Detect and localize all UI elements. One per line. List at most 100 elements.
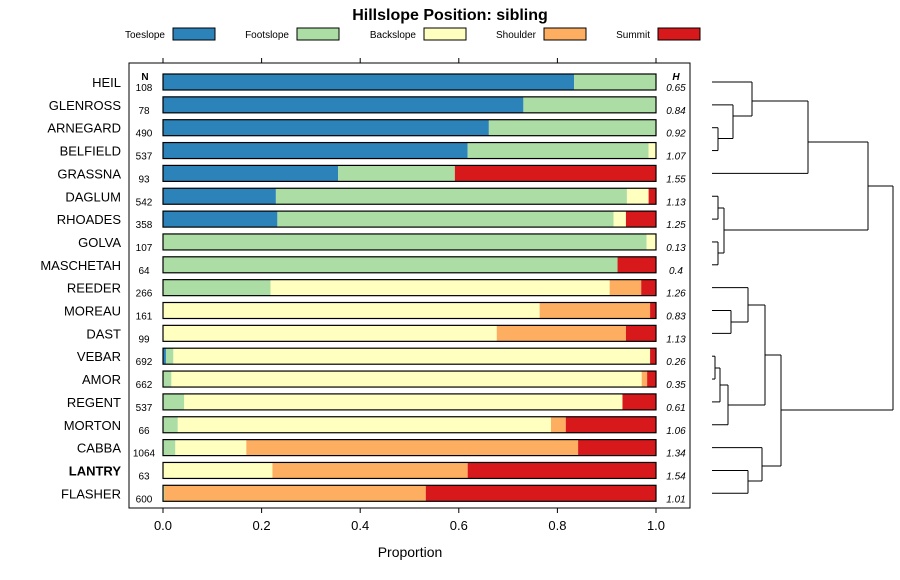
n-value-moreau: 161 — [136, 312, 153, 323]
bar-segment-dast-summit — [625, 325, 656, 342]
x-tick-label-0: 0.0 — [154, 518, 172, 533]
bar-outline-daglum — [162, 187, 657, 205]
legend-swatch-summit — [657, 27, 701, 41]
n-value-belfield: 537 — [136, 152, 153, 163]
bar-outline-flasher — [162, 484, 657, 502]
row-label-arnegard: ARNEGARD — [47, 121, 121, 136]
bar-outline-reeder — [162, 279, 657, 297]
bar-outline-moreau — [162, 301, 657, 320]
bar-outline-rhoades — [162, 210, 657, 228]
legend-swatch-footslope — [296, 27, 340, 41]
row-label-dast: DAST — [86, 326, 121, 341]
row-label-maschetah: MASCHETAH — [40, 258, 121, 273]
n-value-vebar: 692 — [136, 357, 153, 368]
bar-segment-vebar-backslope — [173, 348, 651, 365]
bar-segment-flasher-footslope — [163, 485, 165, 502]
bar-segment-belfield-toeslope — [163, 142, 468, 159]
n-value-golva: 107 — [136, 243, 153, 254]
n-value-heil: 108 — [136, 83, 153, 94]
bar-segment-lantry-backslope — [163, 462, 273, 479]
bar-segment-golva-backslope — [646, 233, 656, 250]
bar-segment-maschetah-footslope — [163, 256, 618, 273]
legend-swatch-backslope — [423, 27, 467, 41]
n-header: N — [141, 72, 148, 83]
n-value-reeder: 266 — [136, 289, 153, 300]
h-value-lantry: 1.54 — [666, 471, 686, 482]
h-value-belfield: 1.07 — [666, 152, 686, 163]
h-value-amor: 0.35 — [666, 380, 686, 391]
bar-segment-rhoades-footslope — [277, 211, 614, 228]
bar-segment-cabba-shoulder — [246, 439, 579, 456]
bar-segment-morton-shoulder — [550, 416, 566, 433]
bar-outline-regent — [162, 393, 657, 411]
bar-segment-amor-backslope — [171, 371, 642, 388]
bar-segment-cabba-footslope — [163, 439, 176, 456]
bar-segment-reeder-backslope — [270, 279, 610, 296]
bar-outline-grassna — [162, 164, 657, 182]
n-value-maschetah: 64 — [138, 266, 150, 277]
bar-segment-rhoades-toeslope — [163, 211, 278, 228]
h-value-heil: 0.65 — [666, 83, 686, 94]
chart-title: Hillslope Position: sibling — [352, 7, 548, 24]
x-axis-title: Proportion — [378, 544, 443, 560]
row-label-reeder: REEDER — [67, 281, 121, 296]
n-value-grassna: 93 — [138, 174, 150, 185]
n-value-rhoades: 358 — [136, 220, 153, 231]
h-value-rhoades: 1.25 — [666, 220, 686, 231]
bar-outline-heil — [162, 73, 657, 91]
bar-segment-dast-backslope — [163, 325, 497, 342]
bar-segment-moreau-shoulder — [539, 302, 651, 319]
bar-segment-flasher-shoulder — [164, 485, 426, 502]
legend-label-backslope: Backslope — [370, 30, 417, 41]
n-value-daglum: 542 — [136, 197, 153, 208]
bar-segment-heil-footslope — [574, 74, 656, 90]
bar-segment-heil-toeslope — [163, 74, 575, 90]
row-label-golva: GOLVA — [78, 235, 121, 250]
n-value-flasher: 600 — [136, 494, 153, 505]
n-value-glenross: 78 — [138, 106, 150, 117]
bar-segment-morton-footslope — [163, 416, 178, 433]
row-label-vebar: VEBAR — [77, 349, 121, 364]
h-value-reeder: 1.26 — [666, 289, 686, 300]
bar-segment-flasher-summit — [425, 485, 656, 502]
x-tick-label-4: 0.8 — [548, 518, 566, 533]
h-value-dast: 1.13 — [666, 334, 686, 345]
h-header: H — [672, 72, 680, 83]
bar-segment-belfield-backslope — [648, 142, 656, 159]
h-value-arnegard: 0.92 — [666, 129, 686, 140]
n-value-regent: 537 — [136, 403, 153, 414]
row-label-belfield: BELFIELD — [60, 144, 121, 159]
bar-segment-regent-summit — [622, 393, 656, 410]
bar-segment-reeder-shoulder — [609, 279, 642, 296]
bar-segment-dast-shoulder — [496, 325, 626, 342]
h-value-cabba: 1.34 — [666, 449, 686, 460]
x-tick-label-3: 0.6 — [450, 518, 468, 533]
bar-segment-amor-footslope — [163, 371, 172, 388]
bar-outline-glenross — [162, 96, 657, 114]
n-value-amor: 662 — [136, 380, 153, 391]
bar-segment-vebar-toeslope — [163, 348, 166, 365]
h-value-daglum: 1.13 — [666, 197, 686, 208]
row-label-cabba: CABBA — [77, 441, 121, 456]
n-value-morton: 66 — [138, 426, 150, 437]
bar-segment-grassna-footslope — [338, 165, 455, 182]
h-value-regent: 0.61 — [666, 403, 685, 414]
bar-outline-belfield — [162, 141, 657, 160]
bar-segment-cabba-backslope — [175, 439, 247, 456]
bar-outline-morton — [162, 416, 657, 434]
h-value-moreau: 0.83 — [666, 312, 686, 323]
bar-segment-daglum-summit — [648, 188, 656, 205]
h-value-golva: 0.13 — [666, 243, 686, 254]
bar-segment-regent-footslope — [163, 393, 185, 410]
x-tick-label-2: 0.4 — [351, 518, 369, 533]
plot-frame — [128, 62, 691, 509]
bar-segment-moreau-backslope — [163, 302, 540, 319]
row-label-moreau: MOREAU — [64, 304, 121, 319]
bar-outline-lantry — [162, 461, 657, 480]
bar-segment-rhoades-backslope — [613, 211, 626, 228]
bar-segment-daglum-footslope — [275, 188, 627, 205]
bar-segment-moreau-summit — [650, 302, 656, 319]
bar-segment-arnegard-footslope — [488, 119, 656, 136]
h-value-flasher: 1.01 — [666, 494, 685, 505]
n-value-lantry: 63 — [138, 471, 150, 482]
